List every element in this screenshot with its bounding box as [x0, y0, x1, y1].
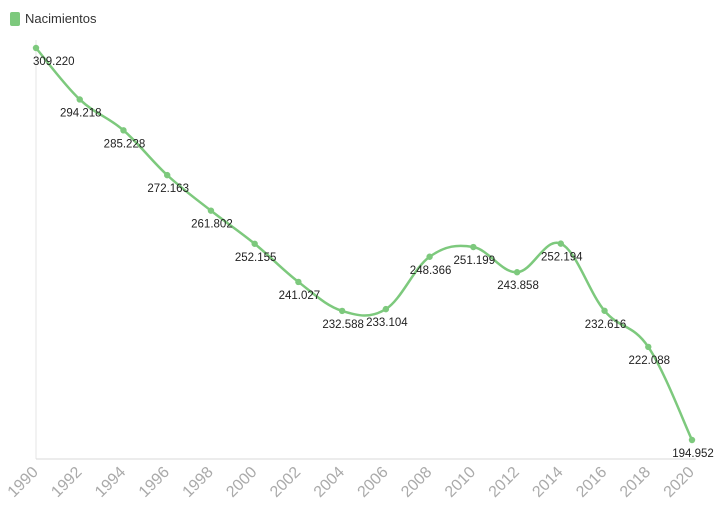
- x-tick-label: 2004: [311, 464, 348, 501]
- legend[interactable]: Nacimientos: [10, 11, 97, 26]
- data-point[interactable]: [251, 240, 258, 247]
- data-label: 233.104: [366, 317, 408, 329]
- data-label: 222.088: [628, 355, 670, 367]
- data-point[interactable]: [295, 278, 302, 286]
- data-point[interactable]: [207, 207, 215, 214]
- data-point[interactable]: [120, 127, 127, 134]
- x-tick-label: 2014: [529, 464, 566, 501]
- data-label: 241.027: [279, 290, 321, 302]
- x-tick-label: 2000: [223, 464, 260, 501]
- x-tick-label: 1994: [92, 464, 129, 501]
- data-label: 294.218: [60, 107, 102, 119]
- x-tick-label: 2018: [617, 464, 654, 501]
- data-label: 243.858: [497, 280, 539, 292]
- x-tick-label: 1990: [5, 464, 42, 501]
- x-tick-label: 1992: [48, 464, 85, 501]
- series-line-nacimientos: [35, 47, 694, 441]
- x-tick-label: 2008: [398, 464, 435, 501]
- x-tick-label: 1996: [136, 464, 173, 501]
- x-tick-label: 2012: [486, 464, 523, 501]
- data-label: 232.588: [322, 319, 364, 331]
- data-point[interactable]: [338, 307, 346, 315]
- legend-swatch: [10, 11, 20, 26]
- data-point[interactable]: [164, 171, 171, 179]
- x-tick-label: 2020: [661, 464, 698, 501]
- x-tick-label: 2002: [267, 464, 304, 501]
- data-point[interactable]: [382, 305, 390, 313]
- x-tick-label: 1998: [180, 464, 217, 501]
- data-label: 194.952: [672, 448, 714, 460]
- data-label: 252.155: [235, 252, 277, 264]
- data-label: 261.802: [191, 219, 233, 231]
- data-label: 285.228: [104, 138, 146, 150]
- x-tick-label: 2016: [573, 464, 610, 501]
- data-label: 232.616: [585, 319, 627, 331]
- data-label: 309.220: [33, 56, 75, 68]
- x-tick-label: 2010: [442, 464, 479, 501]
- data-point[interactable]: [645, 343, 652, 351]
- data-point[interactable]: [470, 243, 477, 251]
- legend-label: Nacimientos: [25, 11, 97, 26]
- data-label: 252.194: [541, 252, 583, 264]
- data-label: 248.366: [410, 265, 452, 277]
- data-label: 272.163: [147, 183, 189, 195]
- data-point[interactable]: [32, 44, 40, 52]
- data-point[interactable]: [513, 269, 521, 276]
- data-label: 251.199: [454, 255, 496, 267]
- data-point[interactable]: [426, 253, 433, 260]
- x-tick-label: 2006: [355, 464, 392, 501]
- data-point[interactable]: [557, 240, 564, 247]
- data-point[interactable]: [688, 436, 696, 444]
- data-point[interactable]: [76, 96, 83, 103]
- data-point[interactable]: [601, 307, 608, 314]
